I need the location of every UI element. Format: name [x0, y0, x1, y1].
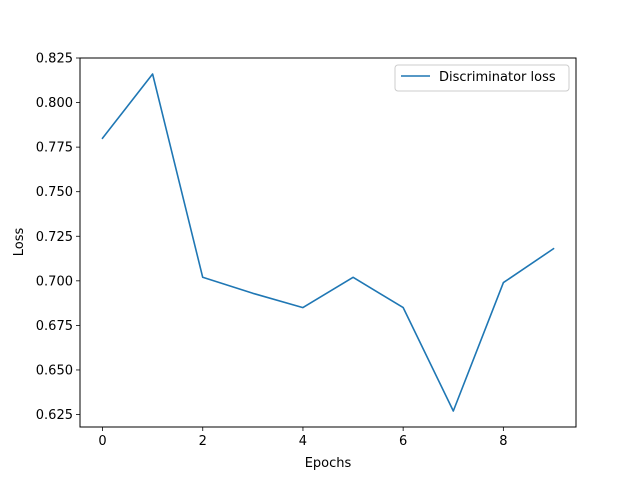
y-axis-label: Loss: [12, 228, 27, 257]
y-tick-label: 0.825: [36, 52, 73, 67]
y-tick-label: 0.700: [36, 274, 73, 289]
x-axis-label: Epochs: [305, 456, 352, 471]
legend-box: [394, 64, 570, 92]
y-tick-label: 0.750: [36, 185, 73, 200]
y-tick-label: 0.725: [36, 230, 73, 245]
x-tick-label: 6: [399, 434, 407, 449]
y-tick-label: 0.675: [36, 319, 73, 334]
x-axis: 0 2 4 6 8: [98, 427, 507, 449]
y-tick-label: 0.625: [36, 408, 73, 423]
legend-label: Discriminator loss: [439, 70, 556, 85]
y-tick-label: 0.650: [36, 363, 73, 378]
y-axis: 0.625 0.650 0.675 0.700 0.725 0.750 0.775 0.800…: [36, 52, 80, 423]
series-layer: [101, 73, 555, 412]
y-tick-label: 0.800: [36, 96, 73, 111]
x-tick-label: 8: [499, 434, 507, 449]
plot-frame: [79, 57, 577, 428]
y-tick-label: 0.775: [36, 141, 73, 156]
legend: Discriminator loss: [394, 64, 570, 92]
x-tick-label: 0: [98, 434, 106, 449]
plot-background: [80, 58, 576, 427]
series-line: [101, 73, 555, 412]
x-tick-label: 2: [199, 434, 207, 449]
x-tick-label: 4: [299, 434, 307, 449]
